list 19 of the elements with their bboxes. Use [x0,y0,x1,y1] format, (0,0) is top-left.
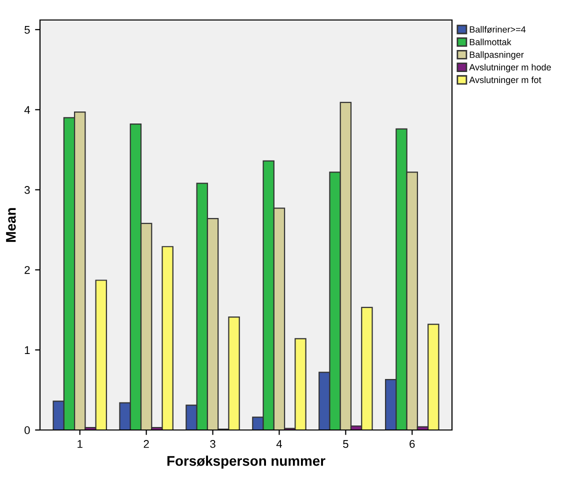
y-axis-title: Mean [6,208,16,242]
x-tick-label: 1 [78,440,82,448]
y-tick-label: 3 [24,186,30,194]
legend-label: Ballføriner>=4 [470,26,526,33]
y-tick-label: 5 [24,26,30,34]
legend-label: Ballpasninger [470,51,524,60]
x-axis-title: Forsøksperson nummer [167,456,326,469]
x-tick-label: 4 [276,440,282,448]
y-tick-label: 1 [24,346,30,354]
y-tick-label: 4 [24,106,30,114]
x-tick-label: 5 [343,440,348,448]
y-tick-label: 0 [24,426,30,434]
x-tick-label: 2 [144,440,149,448]
x-tick-label: 6 [410,440,415,448]
legend-label: Avslutninger m hode [469,64,551,72]
y-tick-label: 2 [24,266,30,274]
legend-label: Ballmottak [470,38,512,46]
x-tick-label: 3 [210,440,216,448]
legend-label: Avslutninger m fot [469,76,542,85]
